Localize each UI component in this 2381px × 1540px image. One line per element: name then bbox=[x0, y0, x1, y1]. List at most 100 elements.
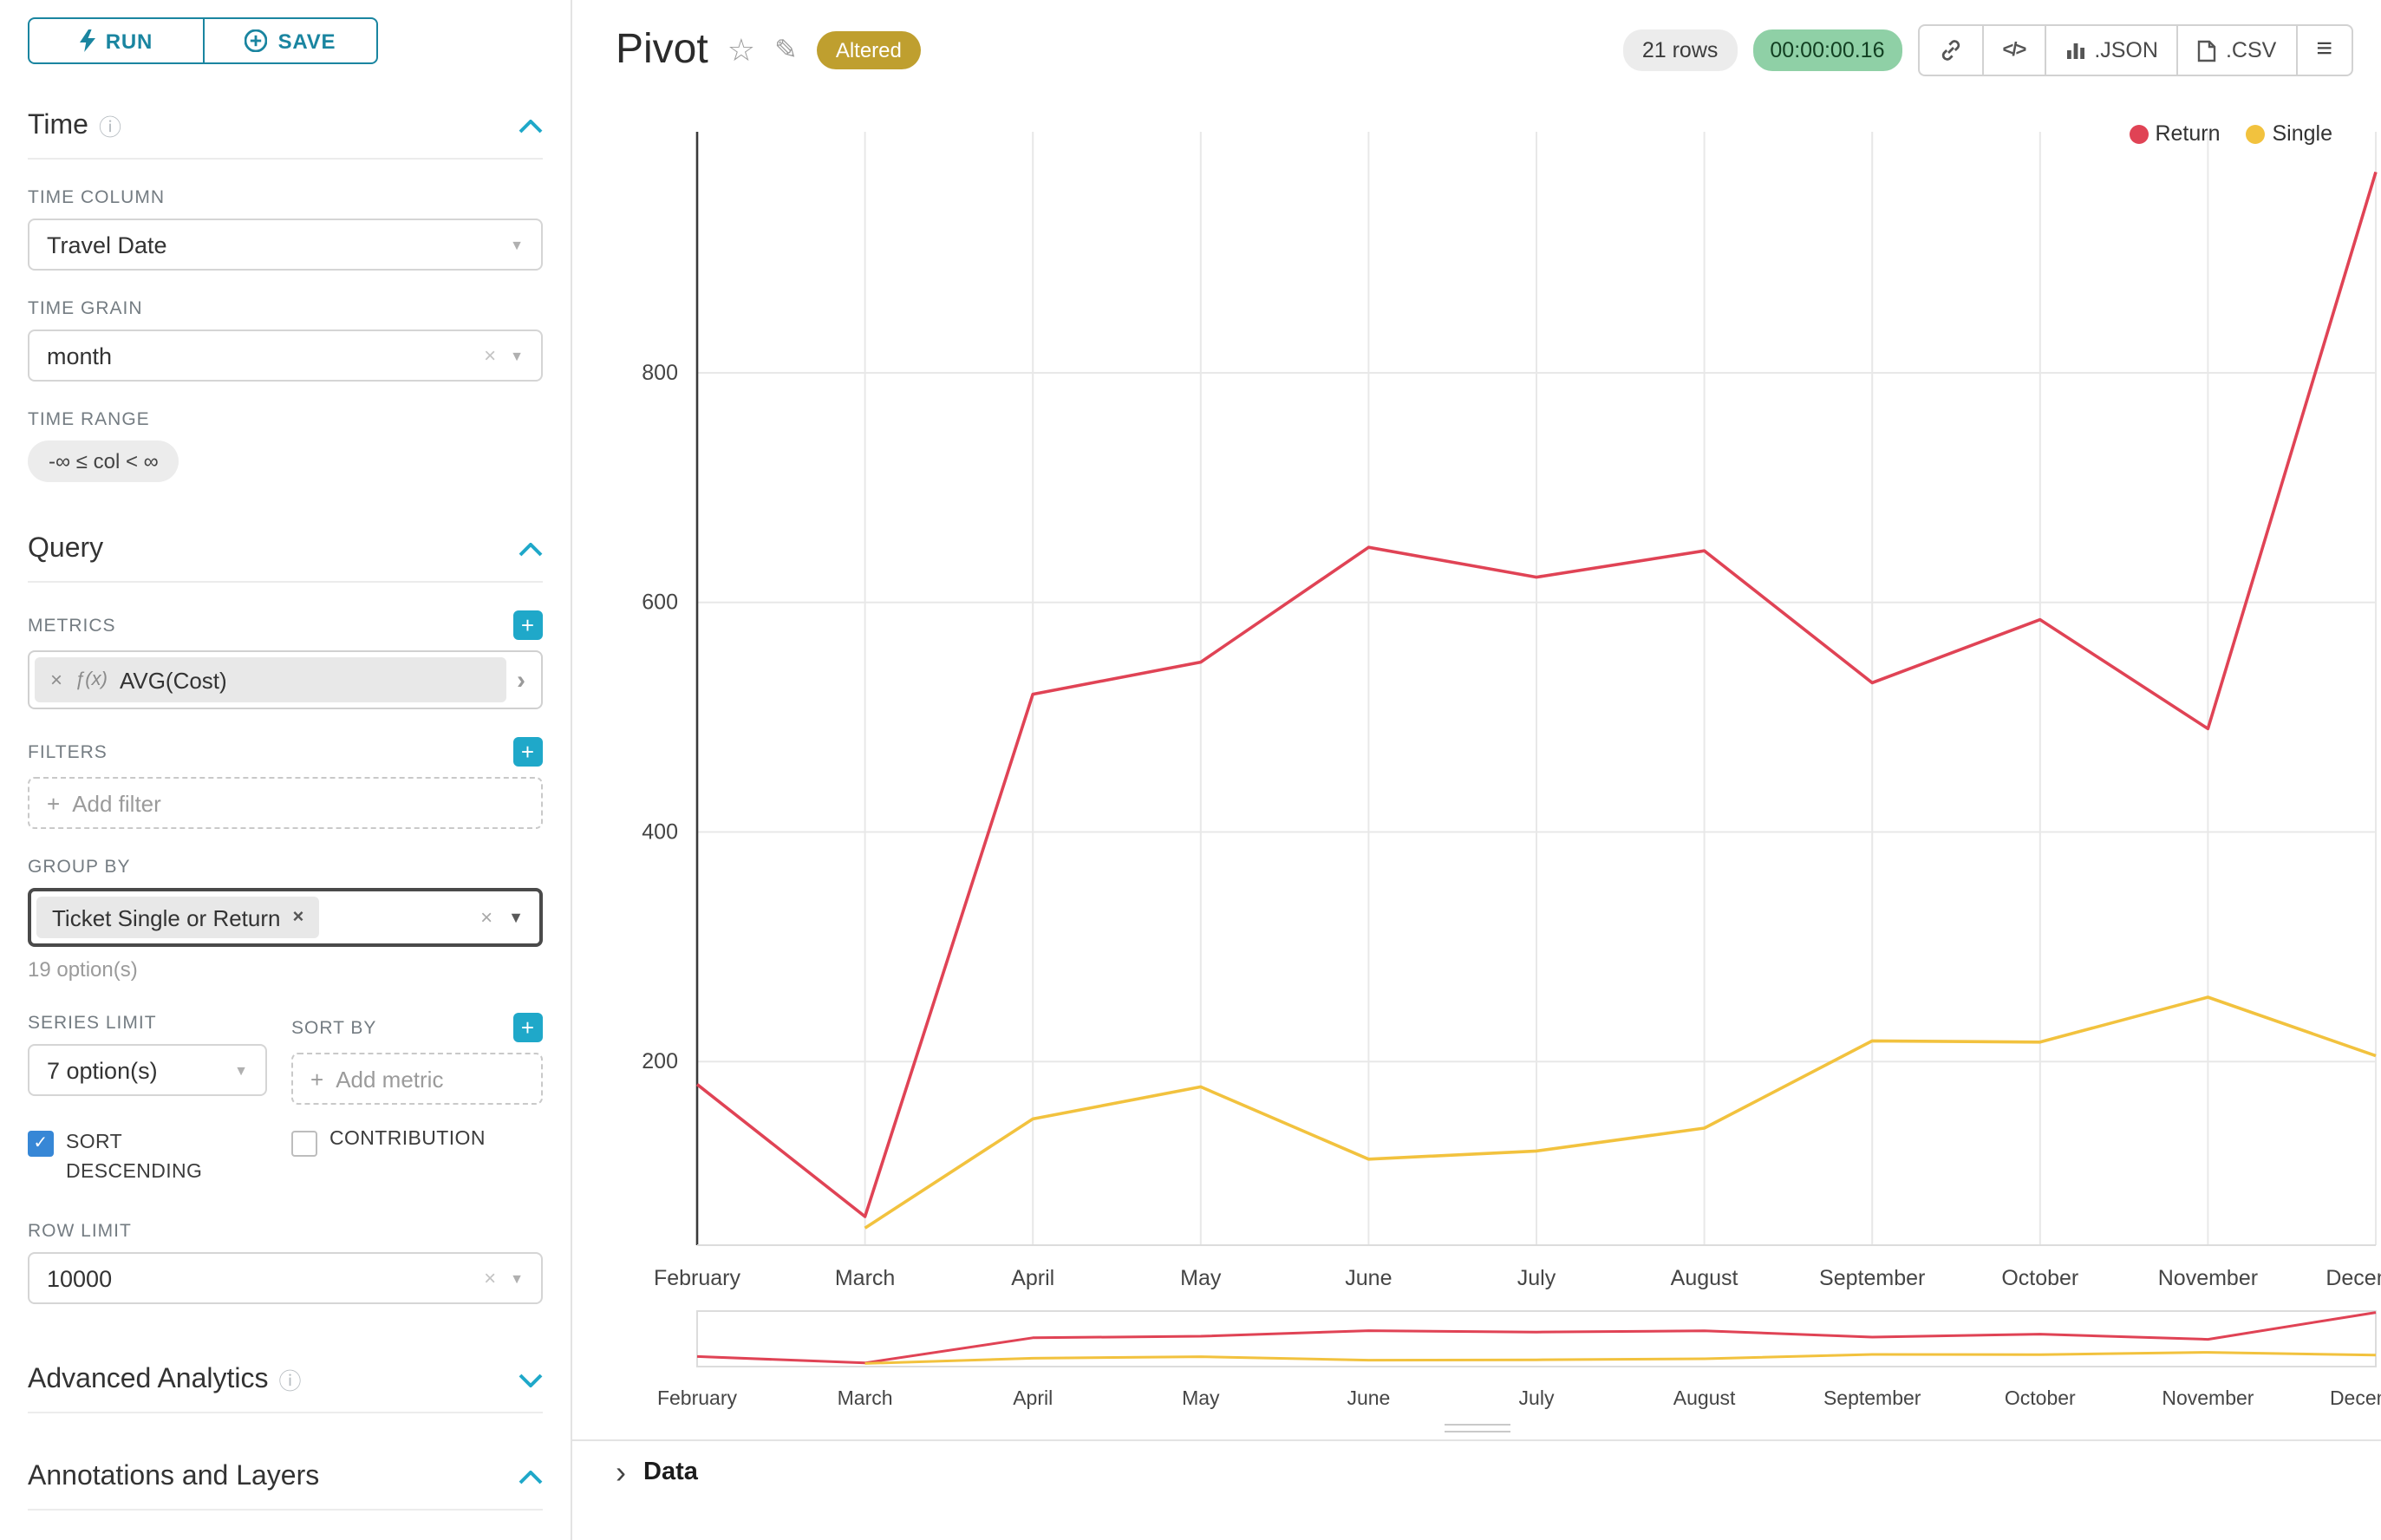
remove-tag-icon[interactable]: × bbox=[292, 907, 304, 928]
line-chart[interactable]: 200 400 600 800 February March April May June Jul… bbox=[572, 87, 2381, 1301]
sort-by-field: SORT BY + + Add metric bbox=[291, 1013, 543, 1105]
series-limit-select[interactable]: 7 option(s) ▼ bbox=[28, 1044, 267, 1096]
group-by-tag[interactable]: Ticket Single or Return × bbox=[36, 897, 320, 938]
plus-icon: + bbox=[47, 790, 61, 816]
sort-descending-label: SORT DESCENDING bbox=[66, 1132, 203, 1183]
json-button-label: .JSON bbox=[2094, 38, 2158, 62]
export-json-button[interactable]: .JSON bbox=[2044, 24, 2179, 76]
remove-metric-icon[interactable]: × bbox=[50, 668, 63, 692]
expand-metric-icon[interactable]: › bbox=[517, 665, 525, 695]
time-range-pill[interactable]: -∞ ≤ col < ∞ bbox=[28, 440, 179, 482]
brush-range-chart[interactable]: February March April May June July August Septe… bbox=[572, 1308, 2381, 1415]
add-sort-metric-dropzone[interactable]: + Add metric bbox=[291, 1053, 543, 1105]
save-button-label: SAVE bbox=[277, 29, 336, 53]
clear-icon[interactable]: × bbox=[484, 1266, 497, 1291]
fx-icon: ƒ(x) bbox=[75, 669, 108, 690]
view-query-button[interactable]: </> bbox=[1981, 24, 2046, 76]
section-header-advanced-analytics[interactable]: Advanced Analytics ⓘ bbox=[28, 1354, 543, 1414]
group-by-options-hint: 19 option(s) bbox=[28, 957, 138, 982]
edit-title-icon[interactable]: ✎ bbox=[774, 36, 798, 66]
export-csv-button[interactable]: .CSV bbox=[2176, 24, 2298, 76]
section-title: Query bbox=[28, 534, 104, 564]
svg-text:800: 800 bbox=[642, 361, 678, 385]
series-limit-label: SERIES LIMIT bbox=[28, 1013, 157, 1034]
metric-control[interactable]: × ƒ(x) AVG(Cost) › bbox=[28, 650, 543, 709]
group-by-tag-label: Ticket Single or Return bbox=[52, 904, 281, 930]
svg-text:July: July bbox=[1519, 1387, 1555, 1409]
group-by-label: GROUP BY bbox=[28, 857, 131, 878]
chevron-up-icon[interactable] bbox=[519, 119, 543, 133]
metric-pill[interactable]: × ƒ(x) AVG(Cost) bbox=[35, 657, 506, 702]
time-column-select[interactable]: Travel Date ▼ bbox=[28, 219, 543, 271]
favorite-star-icon[interactable]: ☆ bbox=[727, 32, 755, 67]
page-title: Pivot bbox=[616, 26, 708, 73]
svg-text:November: November bbox=[2162, 1387, 2254, 1409]
chevron-up-icon[interactable] bbox=[519, 1471, 543, 1485]
plus-icon: + bbox=[310, 1066, 324, 1092]
filters-field: FILTERS + + Add filter bbox=[28, 737, 543, 829]
caret-down-icon[interactable]: ▼ bbox=[508, 909, 524, 926]
svg-text:November: November bbox=[2158, 1266, 2258, 1290]
chevron-up-icon[interactable] bbox=[519, 543, 543, 557]
svg-text:600: 600 bbox=[642, 591, 678, 615]
data-panel-header[interactable]: › Data bbox=[572, 1439, 2381, 1488]
contribution-control: CONTRIBUTION bbox=[291, 1129, 486, 1187]
legend-item[interactable]: Single bbox=[2246, 121, 2333, 146]
row-count-badge: 21 rows bbox=[1622, 29, 1738, 71]
sort-descending-control: ✓ SORT DESCENDING bbox=[28, 1129, 267, 1187]
chart-menu-button[interactable]: ≡ bbox=[2295, 24, 2353, 76]
svg-text:May: May bbox=[1182, 1387, 1220, 1409]
info-icon: ⓘ bbox=[278, 1368, 302, 1395]
resize-handle[interactable] bbox=[1444, 1424, 1510, 1432]
svg-text:December: December bbox=[2326, 1266, 2381, 1290]
export-button-group: </> .JSON .CSV bbox=[1917, 24, 2353, 76]
info-icon: ⓘ bbox=[98, 114, 121, 140]
svg-text:July: July bbox=[1517, 1266, 1556, 1290]
chart-header: Pivot ☆ ✎ Altered 21 rows 00:00:00.16 bbox=[572, 0, 2381, 76]
altered-badge[interactable]: Altered bbox=[816, 31, 921, 69]
svg-text:June: June bbox=[1347, 1387, 1390, 1409]
section-header-annotations[interactable]: Annotations and Layers bbox=[28, 1452, 543, 1511]
legend-item[interactable]: Return bbox=[2129, 121, 2221, 146]
svg-text:April: April bbox=[1011, 1266, 1054, 1290]
add-metric-label: Add metric bbox=[336, 1066, 444, 1092]
add-metric-button[interactable]: + bbox=[513, 610, 543, 640]
clear-icon[interactable]: × bbox=[480, 905, 493, 930]
clear-icon[interactable]: × bbox=[484, 343, 497, 368]
row-limit-value: 10000 bbox=[47, 1265, 113, 1292]
svg-text:September: September bbox=[1823, 1387, 1921, 1409]
series-limit-field: SERIES LIMIT 7 option(s) ▼ bbox=[28, 1013, 267, 1105]
contribution-label: CONTRIBUTION bbox=[329, 1129, 486, 1150]
save-button[interactable]: SAVE bbox=[203, 17, 378, 64]
add-sort-metric-button[interactable]: + bbox=[513, 1013, 543, 1042]
svg-text:April: April bbox=[1013, 1387, 1053, 1409]
contribution-checkbox[interactable] bbox=[291, 1131, 317, 1157]
filters-label: FILTERS bbox=[28, 741, 108, 762]
caret-down-icon: ▼ bbox=[234, 1062, 248, 1078]
code-icon: </> bbox=[2002, 40, 2027, 61]
legend-label: Single bbox=[2272, 121, 2333, 146]
add-filter-dropzone[interactable]: + Add filter bbox=[28, 777, 543, 829]
section-title: Annotations and Layers bbox=[28, 1462, 320, 1492]
time-grain-select[interactable]: month × ▼ bbox=[28, 330, 543, 382]
caret-down-icon: ▼ bbox=[510, 1270, 524, 1287]
metrics-label: METRICS bbox=[28, 615, 116, 636]
metrics-field: METRICS + × ƒ(x) AVG(Cost) › bbox=[28, 610, 543, 709]
time-range-field: TIME RANGE -∞ ≤ col < ∞ bbox=[28, 409, 543, 482]
section-header-query[interactable]: Query bbox=[28, 524, 543, 583]
sort-descending-checkbox[interactable]: ✓ bbox=[28, 1131, 54, 1157]
chevron-right-icon[interactable]: › bbox=[616, 1455, 626, 1490]
time-column-value: Travel Date bbox=[47, 232, 167, 258]
group-by-select[interactable]: Ticket Single or Return × × ▼ bbox=[28, 888, 543, 947]
svg-text:October: October bbox=[2001, 1266, 2078, 1290]
section-header-time[interactable]: Time ⓘ bbox=[28, 99, 543, 160]
csv-file-icon bbox=[2198, 39, 2217, 62]
link-icon bbox=[1941, 40, 1960, 61]
row-limit-select[interactable]: 10000 × ▼ bbox=[28, 1252, 543, 1305]
share-link-button[interactable] bbox=[1917, 24, 1984, 76]
chevron-down-icon[interactable] bbox=[519, 1374, 543, 1387]
run-save-buttons: RUN SAVE bbox=[28, 17, 543, 64]
add-filter-button[interactable]: + bbox=[513, 737, 543, 767]
run-button[interactable]: RUN bbox=[28, 17, 203, 64]
time-column-label: TIME COLUMN bbox=[28, 187, 165, 208]
